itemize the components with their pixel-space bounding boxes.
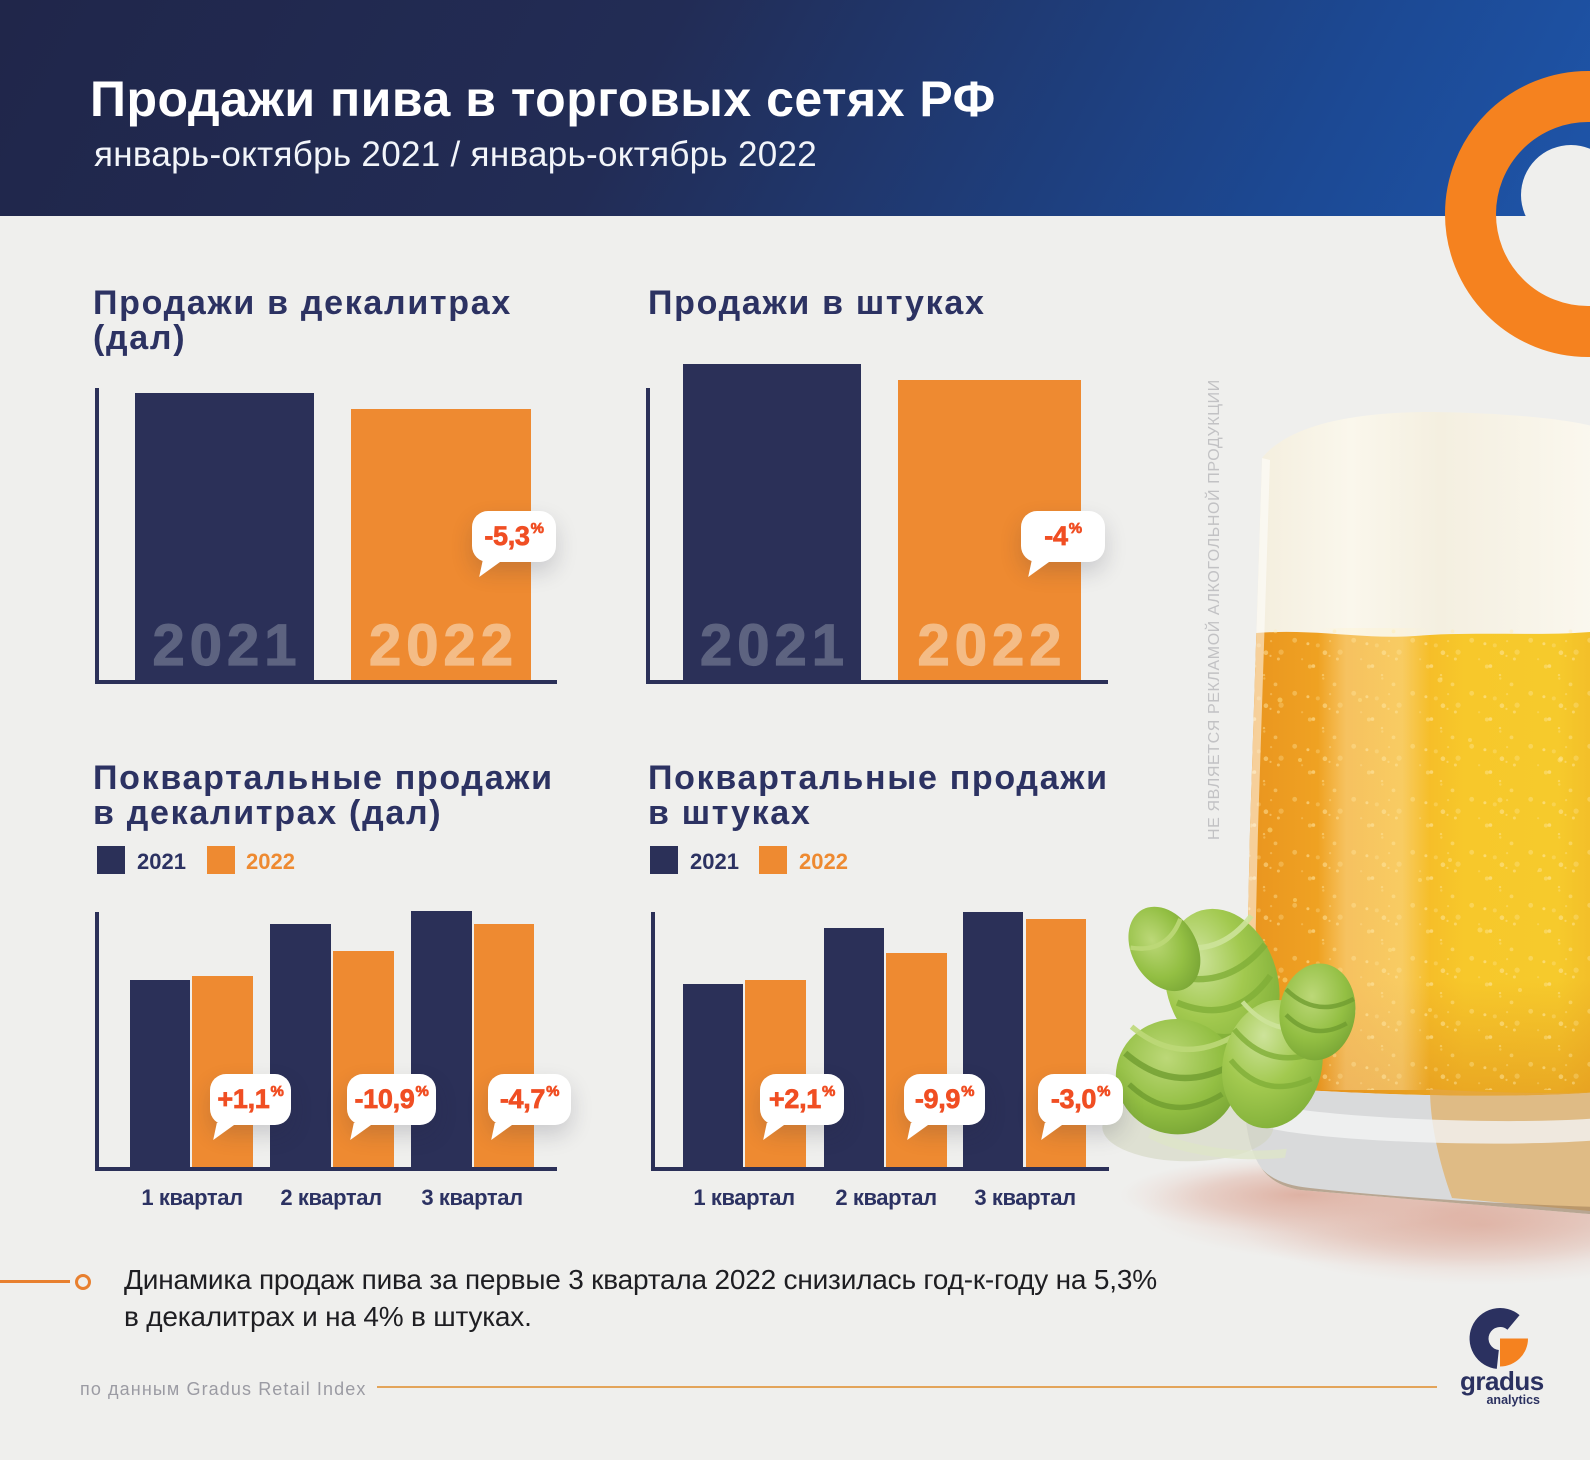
svg-text:gradus: gradus — [1460, 1366, 1544, 1396]
svg-text:analytics: analytics — [1486, 1393, 1540, 1407]
